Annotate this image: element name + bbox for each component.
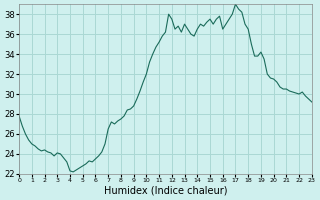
X-axis label: Humidex (Indice chaleur): Humidex (Indice chaleur) <box>104 186 227 196</box>
